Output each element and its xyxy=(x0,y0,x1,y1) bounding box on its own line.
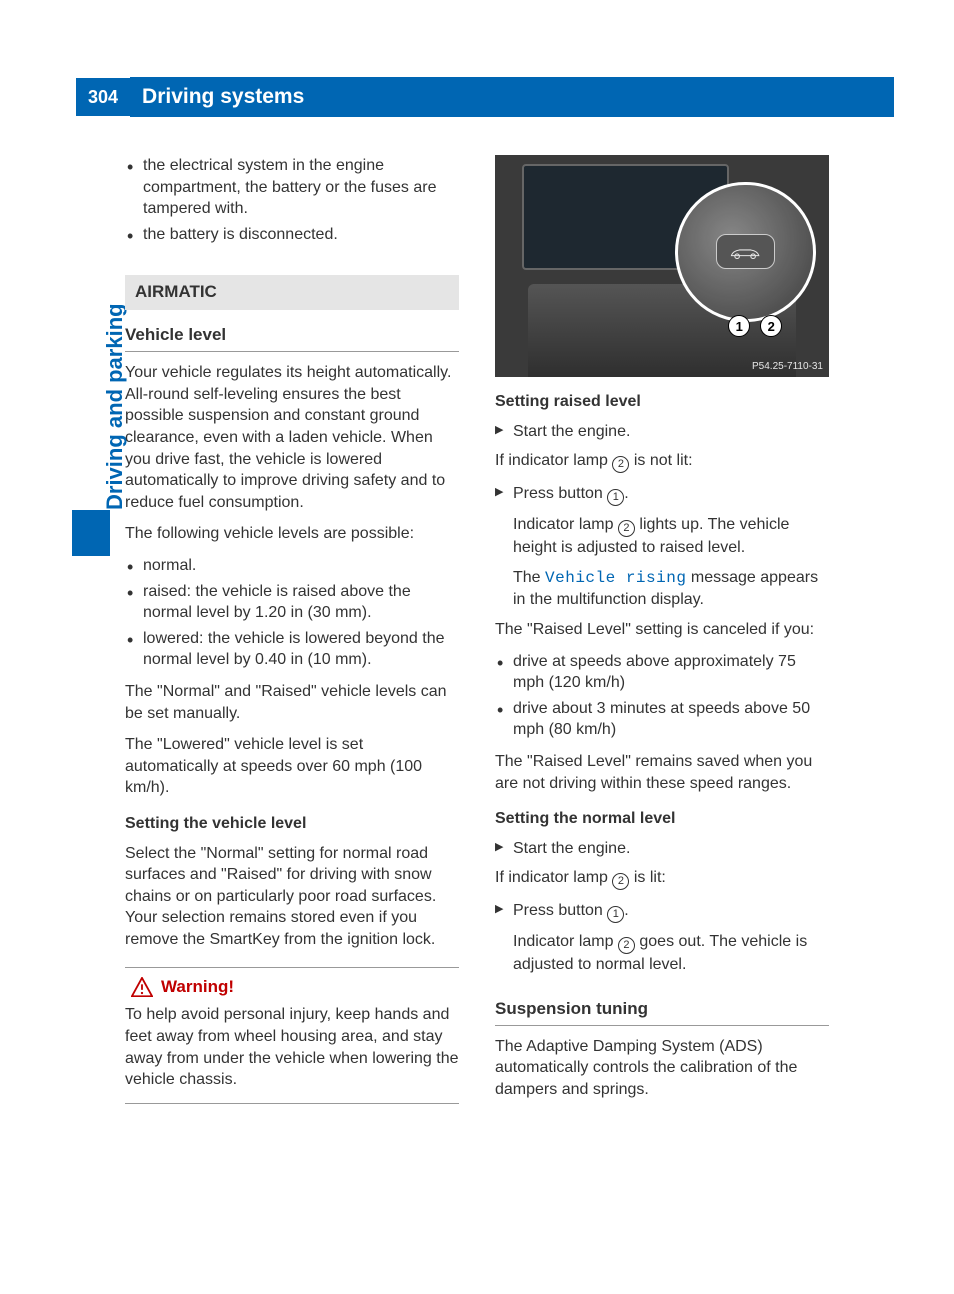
figure-button xyxy=(716,234,775,269)
text: If indicator lamp xyxy=(495,869,612,886)
step-body: The Vehicle rising message appears in th… xyxy=(495,567,829,611)
bullet-item: raised: the vehicle is raised above the … xyxy=(125,581,459,624)
warning-text: To help avoid personal injury, keep hand… xyxy=(125,1004,459,1090)
intro-bullets: the electrical system in the engine comp… xyxy=(125,155,459,245)
text: Indicator lamp xyxy=(513,516,618,533)
paragraph: The "Lowered" vehicle level is set autom… xyxy=(125,734,459,799)
bullet-item: normal. xyxy=(125,555,459,577)
callout-ref-2: 2 xyxy=(618,520,635,537)
paragraph: The "Normal" and "Raised" vehicle levels… xyxy=(125,681,459,724)
warning-box: Warning! To help avoid personal injury, … xyxy=(125,967,459,1104)
step-body: Indicator lamp 2 goes out. The vehicle i… xyxy=(495,931,829,976)
setting-level-heading: Setting the vehicle level xyxy=(125,813,459,835)
raised-cancel-bullets: drive at speeds above approximately 75 m… xyxy=(495,651,829,741)
page-header: 304 Driving systems xyxy=(0,78,954,116)
display-message: Vehicle rising xyxy=(545,569,686,587)
paragraph: The "Raised Level" setting is canceled i… xyxy=(495,619,829,641)
callout-2: 2 xyxy=(760,315,782,337)
paragraph: The "Raised Level" remains saved when yo… xyxy=(495,751,829,794)
paragraph: Select the "Normal" setting for normal r… xyxy=(125,843,459,951)
level-bullets: normal. raised: the vehicle is raised ab… xyxy=(125,555,459,671)
bullet-item: drive about 3 minutes at speeds above 50… xyxy=(495,698,829,741)
dashboard-figure: 1 2 P54.25-7110-31 xyxy=(495,155,829,377)
text: is not lit: xyxy=(629,452,692,469)
suspension-heading: Suspension tuning xyxy=(495,998,829,1026)
step: Start the engine. xyxy=(495,421,829,443)
text: Press button xyxy=(513,485,607,502)
side-tab-marker xyxy=(72,510,110,556)
text: is lit: xyxy=(629,869,665,886)
step: Start the engine. xyxy=(495,838,829,860)
right-column: 1 2 P54.25-7110-31 Setting raised level … xyxy=(495,155,829,1111)
left-column: the electrical system in the engine comp… xyxy=(125,155,459,1111)
raised-level-heading: Setting raised level xyxy=(495,391,829,413)
section-title: Driving systems xyxy=(130,77,894,117)
bullet-item: drive at speeds above approximately 75 m… xyxy=(495,651,829,694)
figure-detail-circle xyxy=(675,182,815,322)
bullet-item: the battery is disconnected. xyxy=(125,224,459,246)
text: . xyxy=(624,902,628,919)
callout-ref-2: 2 xyxy=(618,937,635,954)
callout-ref-2: 2 xyxy=(612,873,629,890)
step: Press button 1. xyxy=(495,900,829,923)
normal-level-heading: Setting the normal level xyxy=(495,808,829,830)
warning-triangle-icon xyxy=(131,977,153,997)
text: Indicator lamp xyxy=(513,933,618,950)
warning-title: Warning! xyxy=(125,976,459,999)
text: . xyxy=(624,485,628,502)
paragraph: If indicator lamp 2 is lit: xyxy=(495,867,829,890)
step: Press button 1. xyxy=(495,483,829,506)
content-area: the electrical system in the engine comp… xyxy=(125,155,829,1111)
vehicle-level-heading: Vehicle level xyxy=(125,324,459,352)
callout-ref-1: 1 xyxy=(607,489,624,506)
text: If indicator lamp xyxy=(495,452,612,469)
paragraph: Your vehicle regulates its height automa… xyxy=(125,362,459,513)
callout-ref-2: 2 xyxy=(612,456,629,473)
figure-reference: P54.25-7110-31 xyxy=(752,360,823,374)
callout-ref-1: 1 xyxy=(607,906,624,923)
callout-1: 1 xyxy=(728,315,750,337)
text: Press button xyxy=(513,902,607,919)
bullet-item: lowered: the vehicle is lowered beyond t… xyxy=(125,628,459,671)
page-number: 304 xyxy=(76,78,130,116)
paragraph: The Adaptive Damping System (ADS) automa… xyxy=(495,1036,829,1101)
car-icon xyxy=(728,244,762,260)
airmatic-heading: AIRMATIC xyxy=(125,275,459,310)
paragraph: If indicator lamp 2 is not lit: xyxy=(495,450,829,473)
text: The xyxy=(513,569,545,586)
paragraph: The following vehicle levels are possibl… xyxy=(125,523,459,545)
bullet-item: the electrical system in the engine comp… xyxy=(125,155,459,220)
warning-label: Warning! xyxy=(161,976,234,999)
figure-callouts: 1 2 xyxy=(728,315,782,337)
step-body: Indicator lamp 2 lights up. The vehicle … xyxy=(495,514,829,559)
